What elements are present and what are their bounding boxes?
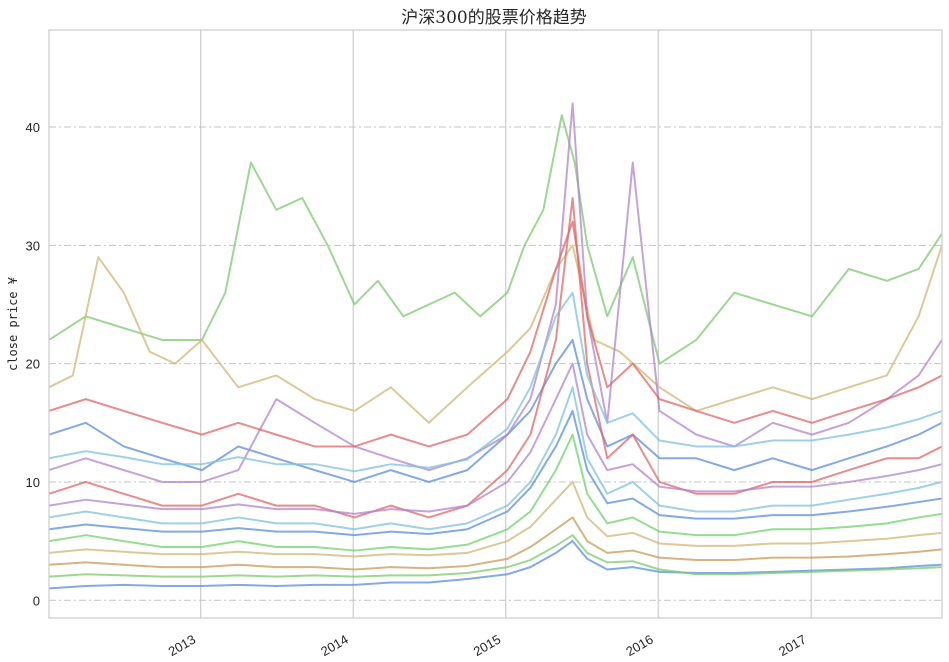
series-line	[49, 362, 942, 515]
chart-title: 沪深300的股票价格趋势	[401, 8, 586, 28]
series-line	[49, 114, 942, 365]
series-line	[49, 386, 942, 531]
y-tick-label: 40	[26, 120, 40, 135]
y-tick-label: 30	[26, 238, 40, 253]
y-tick-labels: 0 10 20 30 40	[26, 120, 40, 608]
y-axis-label: close price ¥	[6, 276, 20, 371]
y-tick-label: 10	[26, 475, 40, 490]
series-lines	[49, 102, 942, 590]
series-line	[49, 102, 942, 483]
x-tick-label: 2013	[166, 632, 199, 659]
series-line	[49, 516, 942, 571]
y-tick-label: 0	[33, 593, 40, 608]
series-line	[49, 197, 942, 519]
x-tick-label: 2015	[471, 632, 504, 659]
series-line	[49, 244, 942, 424]
x-tick-labels: 2013 2014 2015 2016 2017	[166, 632, 809, 659]
plot-frame	[48, 29, 943, 619]
y-tick-label: 20	[26, 357, 40, 372]
x-grid	[200, 30, 812, 618]
series-line	[49, 433, 942, 552]
plot-area	[49, 102, 942, 590]
series-line	[49, 480, 942, 558]
series-line	[49, 409, 942, 537]
x-tick-label: 2016	[623, 632, 656, 659]
x-tick-label: 2017	[776, 632, 809, 659]
series-line	[49, 220, 942, 448]
series-line	[49, 540, 942, 590]
series-line	[49, 291, 942, 473]
x-tick-label: 2014	[318, 632, 351, 659]
series-line	[49, 534, 942, 578]
